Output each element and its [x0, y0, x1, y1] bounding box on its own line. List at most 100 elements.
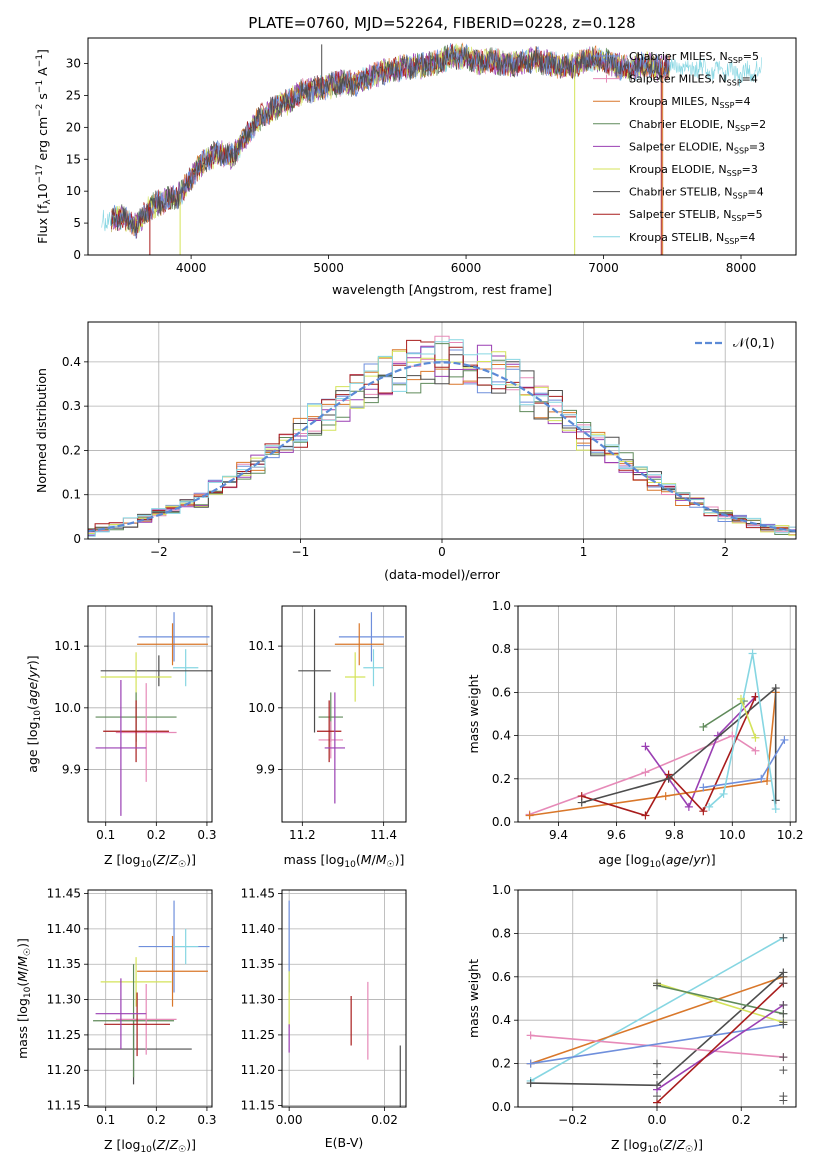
x-tick-label: 0.2 [147, 1113, 166, 1127]
weight-point [641, 768, 650, 777]
legend-label: Chabrier ELODIE, NSSP=2 [629, 118, 766, 133]
axes-frame [281, 605, 407, 823]
weight-point [577, 798, 586, 807]
weight-series [656, 1004, 784, 1091]
y-tick-label: 0.8 [492, 642, 511, 656]
legend-label: Kroupa MILES, NSSP=4 [629, 95, 751, 110]
y-tick-label: 0.4 [492, 1013, 511, 1027]
histogram-series [88, 350, 796, 536]
weight-series [530, 976, 784, 1065]
weight-series [530, 1023, 784, 1065]
weight-point [699, 722, 708, 731]
weight-series [702, 700, 745, 728]
panel-weight-vs-z: −0.2 0.0 0.2 0.0 0.2 0.4 0.6 0.8 1.0 mass weight Z… [466, 883, 797, 1155]
y-axis-label: mass weight [466, 674, 481, 753]
weight-point [526, 1031, 535, 1040]
weight-point [641, 742, 650, 751]
y-tick-label: 10.0 [54, 701, 81, 715]
weight-series [581, 696, 757, 817]
weight-point [653, 1070, 661, 1079]
x-tick-label: 10.0 [719, 828, 746, 842]
x-tick-label: 0.02 [371, 1113, 398, 1127]
y-tick-label: 1.0 [492, 599, 511, 613]
x-tick-label: 0.1 [96, 1113, 115, 1127]
legend-label: Kroupa STELIB, NSSP=4 [629, 231, 755, 246]
x-axis-label: Z [log10(Z/Z☉)] [104, 1137, 196, 1155]
y-tick-label: 9.9 [62, 763, 81, 777]
y-axis-label: Flux [fλ10−17 erg cm−2 s−1 A−1] [35, 49, 53, 244]
weight-point [653, 1103, 661, 1107]
axes-frame [87, 605, 213, 823]
y-tick-label: 10.1 [54, 639, 81, 653]
weight-point [779, 1053, 788, 1062]
weight-point [771, 684, 780, 693]
y-tick-label: 11.45 [47, 887, 81, 901]
x-tick-label: −2 [150, 545, 168, 559]
weight-point [779, 968, 788, 977]
y-tick-label: 11.15 [241, 1099, 275, 1113]
y-tick-label: 0.2 [492, 772, 511, 786]
weight-point [771, 796, 780, 805]
weight-point [661, 792, 670, 801]
weight-point [526, 1079, 535, 1088]
y-tick-label: 0.6 [492, 685, 511, 699]
y-tick-label: 0.1 [62, 488, 81, 502]
figure-title: PLATE=0760, MJD=52264, FIBERID=0228, z=0… [248, 14, 635, 32]
panel-spectrum: 4000 5000 6000 7000 8000 0 5 10 15 20 25 30 waveleng… [35, 37, 797, 297]
weight-point [757, 774, 766, 783]
x-tick-label: 9.4 [549, 828, 568, 842]
y-tick-label: 11.40 [47, 922, 81, 936]
plot-area [88, 900, 210, 1085]
weight-point [736, 694, 745, 703]
x-axis-label: Z [log10(Z/Z☉)] [104, 852, 196, 870]
y-tick-label: 20 [66, 120, 81, 134]
weight-point [653, 1081, 661, 1090]
x-tick-label: 6000 [451, 261, 482, 275]
y-tick-label: 11.45 [241, 887, 275, 901]
y-tick-label: 11.20 [47, 1063, 81, 1077]
x-axis-label: age [log10(age/yr)] [598, 852, 715, 870]
y-tick-label: 0.4 [62, 355, 81, 369]
y-tick-label: 0 [73, 532, 81, 546]
x-tick-label: 11.2 [289, 828, 316, 842]
y-tick-label: 30 [66, 57, 81, 71]
weight-point [653, 1059, 661, 1068]
x-tick-label: 4000 [176, 261, 207, 275]
weight-point [751, 746, 760, 755]
x-tick-label: 0.3 [197, 1113, 216, 1127]
weight-point [751, 692, 760, 701]
plot-area [95, 612, 212, 816]
weight-point [525, 811, 534, 820]
weight-point [763, 776, 772, 785]
x-tick-label: 10.2 [777, 828, 804, 842]
x-tick-label: 9.8 [665, 828, 684, 842]
y-axis-label: mass [log10(M/M☉)] [15, 938, 33, 1059]
panel-age-vs-mass: 11.2 11.4 9.9 10.0 10.1 mass [log10(M/M☉)] [248, 605, 407, 870]
weight-point [779, 1009, 788, 1018]
y-tick-label: 11.30 [47, 993, 81, 1007]
legend-label: Kroupa ELODIE, NSSP=3 [629, 163, 758, 178]
y-tick-label: 0.2 [492, 1057, 511, 1071]
legend: Chabrier MILES, NSSP=5 Salpeter MILES, NS… [593, 50, 766, 246]
x-tick-label: 0.1 [96, 828, 115, 842]
x-axis-label: (data-model)/error [384, 567, 501, 582]
weight-series [656, 982, 784, 1104]
y-tick-label: 11.15 [47, 1099, 81, 1113]
x-tick-label: 0.00 [276, 1113, 303, 1127]
x-tick-label: 7000 [588, 261, 619, 275]
weight-point [748, 649, 757, 658]
y-tick-label: 11.30 [241, 993, 275, 1007]
y-tick-label: 10.1 [248, 639, 275, 653]
plot-area [101, 42, 762, 255]
x-tick-label: 0 [438, 545, 446, 559]
legend-label: Chabrier STELIB, NSSP=4 [629, 186, 764, 201]
x-tick-label: −0.2 [558, 1113, 587, 1127]
y-tick-label: 0.3 [62, 399, 81, 413]
y-tick-label: 0 [73, 248, 81, 262]
y-axis-label: mass weight [466, 959, 481, 1038]
x-tick-label: 5000 [313, 261, 344, 275]
legend-label: Salpeter ELODIE, NSSP=3 [629, 140, 765, 155]
plot-area [298, 609, 404, 804]
weight-point [705, 802, 714, 811]
